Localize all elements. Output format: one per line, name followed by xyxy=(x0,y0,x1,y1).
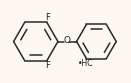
Text: •HC: •HC xyxy=(78,59,93,68)
Text: F: F xyxy=(45,13,50,22)
Text: F: F xyxy=(45,61,50,70)
Text: O: O xyxy=(63,36,70,45)
